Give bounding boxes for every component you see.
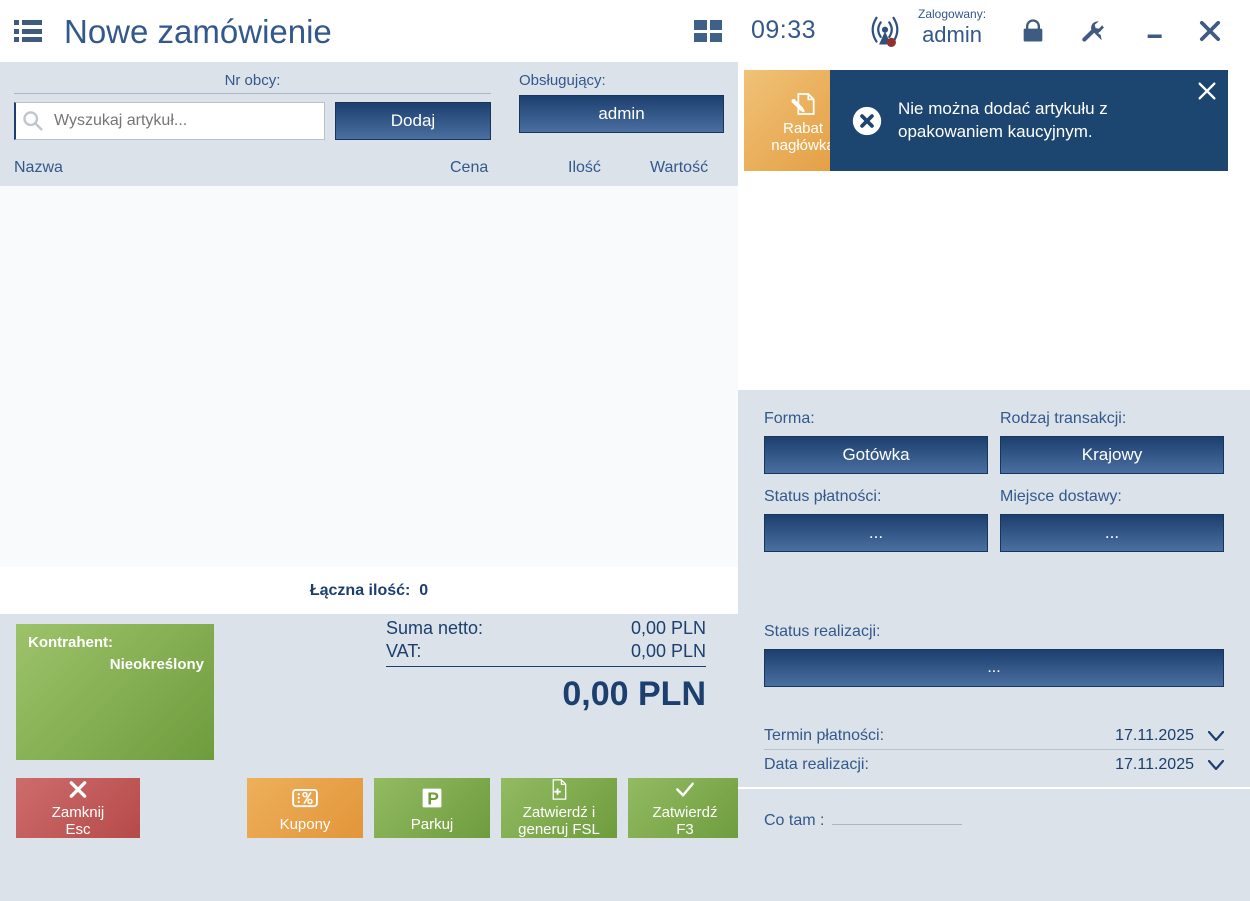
svg-text:P: P — [427, 788, 439, 808]
